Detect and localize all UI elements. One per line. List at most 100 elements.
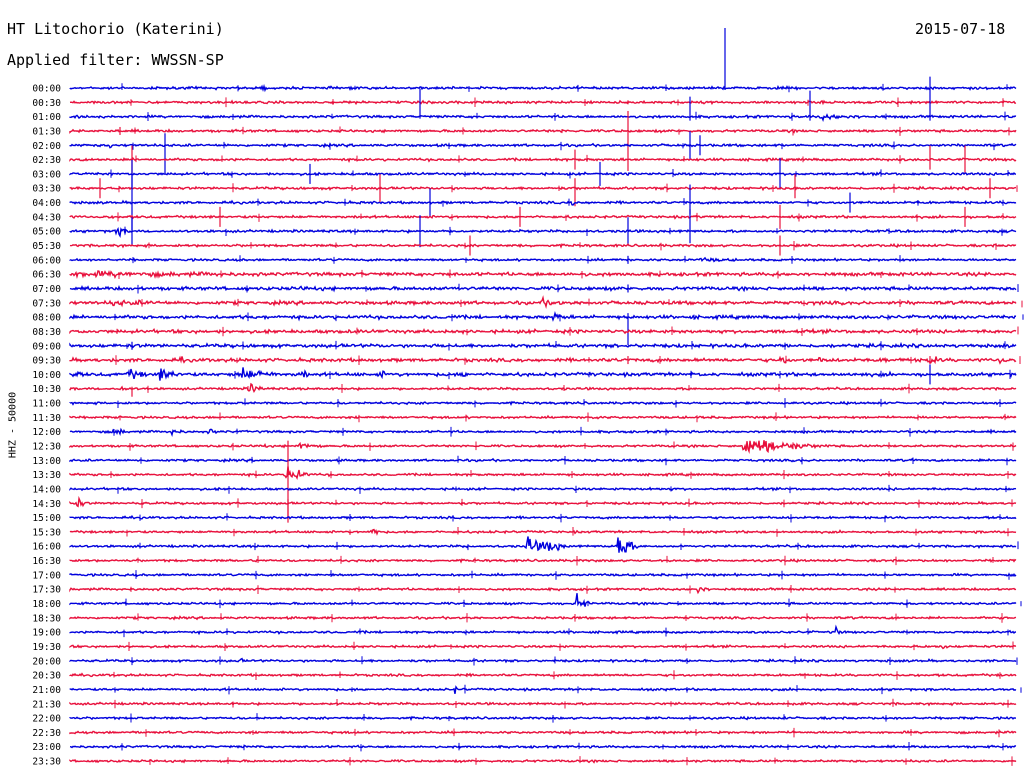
- time-tick-label: 08:30: [32, 327, 61, 338]
- seismic-trace: [69, 536, 1017, 553]
- seismic-trace: [69, 729, 1017, 735]
- seismic-trace: [69, 672, 1017, 678]
- seismic-trace: [69, 355, 1017, 365]
- time-tick-label: 03:00: [32, 169, 61, 180]
- time-tick-label: 07:00: [32, 284, 61, 295]
- time-tick-label: 14:30: [32, 499, 61, 510]
- time-tick-label: 17:30: [32, 585, 61, 596]
- time-tick-label: 20:30: [32, 671, 61, 682]
- time-tick-label: 21:30: [32, 699, 61, 710]
- seismic-trace: [69, 295, 1017, 310]
- seismic-trace: [69, 495, 1017, 508]
- time-tick-label: 13:00: [32, 456, 61, 467]
- time-tick-label: 18:00: [32, 599, 61, 610]
- date-label: 2015-07-18: [915, 20, 1006, 38]
- seismic-trace: [69, 99, 1017, 106]
- time-tick-label: 01:00: [32, 112, 61, 123]
- seismic-trace: [69, 382, 1017, 394]
- seismic-trace: [69, 593, 1017, 607]
- time-tick-label: 14:00: [32, 484, 61, 495]
- seismic-trace: [69, 367, 1017, 381]
- seismic-trace: [69, 185, 1017, 192]
- time-tick-label: 23:30: [32, 757, 61, 768]
- time-tick-label: 21:00: [32, 685, 61, 696]
- seismic-trace: [69, 514, 1017, 521]
- time-tick-label: 06:30: [32, 270, 61, 281]
- time-tick-label: 07:30: [32, 298, 61, 309]
- seismic-trace: [69, 142, 1017, 149]
- time-tick-label: 02:30: [32, 155, 61, 166]
- seismic-trace: [69, 758, 1017, 764]
- seismic-trace: [69, 242, 1017, 249]
- time-tick-label: 11:00: [32, 399, 61, 410]
- time-tick-label: 16:30: [32, 556, 61, 567]
- time-tick-label: 10:00: [32, 370, 61, 381]
- seismic-trace: [69, 341, 1017, 350]
- seismic-trace: [69, 310, 1017, 322]
- seismic-trace: [69, 586, 1017, 595]
- time-tick-label: 08:00: [32, 313, 61, 324]
- time-tick-label: 04:30: [32, 212, 61, 223]
- seismic-trace: [69, 327, 1017, 336]
- time-tick-label: 00:30: [32, 98, 61, 109]
- time-tick-label: 05:00: [32, 227, 61, 238]
- seismic-trace: [69, 83, 1017, 93]
- seismic-trace: [69, 213, 1017, 220]
- seismic-trace: [69, 171, 1016, 177]
- seismic-trace: [69, 657, 1017, 664]
- seismic-trace: [69, 427, 1017, 438]
- time-tick-label: 11:30: [32, 413, 61, 424]
- station-title: HT Litochorio (Katerini): [7, 20, 224, 38]
- time-tick-label: 10:30: [32, 384, 61, 395]
- seismic-trace: [69, 624, 1017, 636]
- time-tick-label: 00:00: [32, 84, 61, 95]
- filter-label: Applied filter: WWSSN-SP: [7, 51, 224, 69]
- seismic-trace: [69, 701, 1017, 707]
- seismic-trace: [69, 128, 1017, 134]
- time-tick-label: 02:00: [32, 141, 61, 152]
- time-tick-label: 17:00: [32, 570, 61, 581]
- time-tick-label: 20:00: [32, 656, 61, 667]
- time-tick-label: 13:30: [32, 470, 61, 481]
- seismic-trace: [69, 199, 1017, 206]
- seismic-trace: [69, 270, 1017, 280]
- time-tick-label: 06:00: [32, 255, 61, 266]
- time-tick-label: 01:30: [32, 126, 61, 137]
- seismic-trace: [69, 156, 1017, 163]
- time-tick-label: 15:30: [32, 527, 61, 538]
- seismic-trace: [69, 414, 1017, 420]
- seismic-trace: [69, 558, 1017, 564]
- seismic-trace: [69, 466, 1017, 480]
- seismic-trace: [69, 113, 1017, 123]
- seismic-trace: [69, 572, 1017, 578]
- time-tick-label: 15:00: [32, 513, 61, 524]
- time-tick-label: 12:00: [32, 427, 61, 438]
- seismic-trace: [69, 615, 1017, 621]
- time-tick-label: 09:30: [32, 356, 61, 367]
- seismic-trace: [69, 643, 1017, 650]
- seismic-trace: [69, 457, 1017, 464]
- seismic-trace: [69, 744, 1017, 750]
- time-tick-label: 18:30: [32, 613, 61, 624]
- seismic-trace: [69, 256, 1017, 263]
- time-tick-label: 03:30: [32, 184, 61, 195]
- seismic-trace: [69, 227, 1017, 239]
- time-tick-label: 12:30: [32, 442, 61, 453]
- seismic-trace: [69, 400, 1017, 407]
- seismic-trace: [69, 284, 1017, 293]
- time-tick-label: 04:00: [32, 198, 61, 209]
- seismic-trace: [69, 685, 1017, 694]
- time-tick-label: 19:30: [32, 642, 61, 653]
- time-tick-label: 16:00: [32, 542, 61, 553]
- time-tick-label: 09:00: [32, 341, 61, 352]
- seismic-trace: [69, 715, 1016, 722]
- seismic-trace: [69, 440, 1017, 454]
- time-tick-label: 22:00: [32, 714, 61, 725]
- time-tick-label: 05:30: [32, 241, 61, 252]
- time-tick-label: 23:00: [32, 742, 61, 753]
- time-tick-label: 19:00: [32, 628, 61, 639]
- seismic-trace: [69, 486, 1017, 492]
- time-tick-label: 22:30: [32, 728, 61, 739]
- seismic-trace: [69, 528, 1017, 536]
